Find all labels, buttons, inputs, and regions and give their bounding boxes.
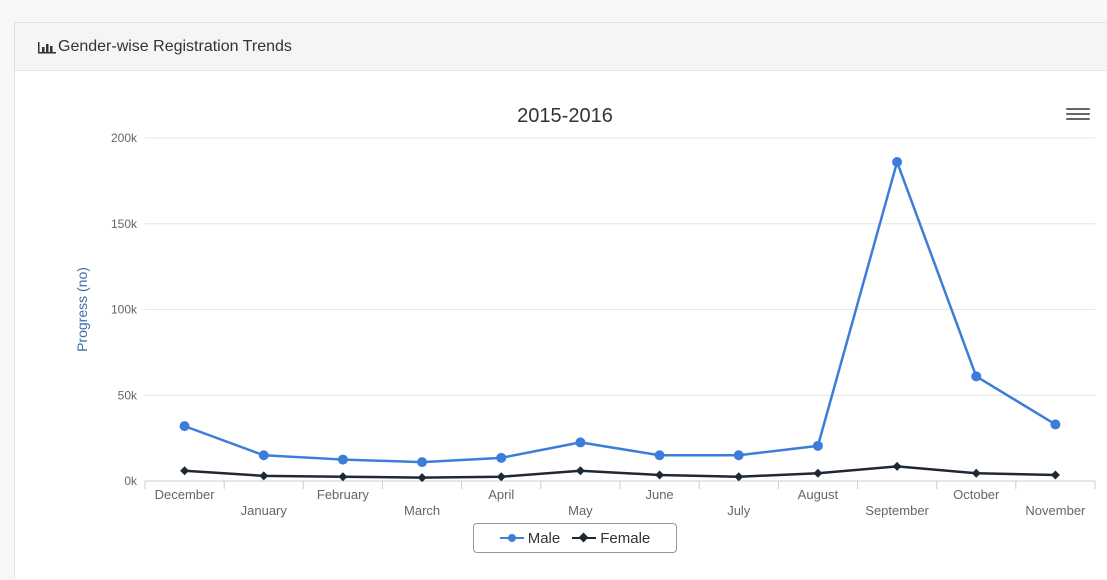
x-tick-label: October <box>953 487 1000 502</box>
y-tick-label: 200k <box>111 131 138 145</box>
data-point-female <box>259 471 269 481</box>
chart-area: 2015-2016 0k 50k 100k 150k 200k December Januar… <box>15 72 1107 580</box>
panel-header: Gender-wise Registration Trends <box>15 23 1107 71</box>
x-tick-label: March <box>404 503 440 518</box>
chart-panel: Gender-wise Registration Trends 2015-201… <box>14 22 1107 579</box>
y-tick-label: 50k <box>118 388 138 402</box>
data-point-male <box>1050 419 1061 430</box>
series-line-female <box>184 465 1056 479</box>
bar-chart-icon <box>37 40 57 54</box>
data-point-female <box>971 468 981 478</box>
x-tick-label: February <box>317 487 370 502</box>
legend-item-male[interactable]: Male <box>499 529 561 547</box>
x-tick-label: November <box>1025 503 1086 518</box>
data-point-male <box>417 457 428 468</box>
y-tick-label: 0k <box>124 474 138 488</box>
data-point-male <box>496 452 507 463</box>
chart-title: 2015-2016 <box>517 105 613 127</box>
chart-legend: Male Female <box>473 523 677 553</box>
y-axis-label: Progress (no) <box>74 267 90 352</box>
female-series-swatch <box>572 532 597 544</box>
data-point-female <box>655 470 665 480</box>
legend-label-male: Male <box>527 529 561 547</box>
x-tick-label: August <box>798 487 839 502</box>
data-point-male <box>812 440 823 451</box>
x-tick-label: June <box>645 487 673 502</box>
data-point-female <box>180 466 190 476</box>
data-point-female <box>338 472 348 482</box>
x-tick-label: April <box>488 487 514 502</box>
hamburger-menu-icon[interactable] <box>1066 108 1090 126</box>
x-tick-label: July <box>727 503 751 518</box>
legend-label-female: Female <box>600 529 651 547</box>
data-point-female <box>417 473 427 483</box>
data-point-male <box>258 450 269 461</box>
data-point-female <box>734 472 744 482</box>
data-point-female <box>813 468 823 478</box>
data-point-male <box>892 157 903 168</box>
panel-title: Gender-wise Registration Trends <box>58 37 292 55</box>
y-tick-label: 150k <box>111 217 138 231</box>
data-point-female <box>1050 470 1060 480</box>
legend-item-female[interactable]: Female <box>572 530 650 547</box>
data-point-male <box>337 454 348 465</box>
data-point-female <box>892 461 902 471</box>
data-point-male <box>654 450 665 461</box>
data-point-male <box>733 450 744 461</box>
data-point-male <box>575 437 586 448</box>
series-line-male <box>184 160 1057 464</box>
data-point-female <box>496 472 506 482</box>
data-point-male <box>971 371 982 382</box>
x-tick-label: May <box>568 503 593 518</box>
y-tick-label: 100k <box>111 303 138 317</box>
data-point-female <box>575 466 585 476</box>
male-series-swatch <box>499 532 524 544</box>
data-point-male <box>179 421 190 432</box>
x-tick-label: September <box>865 503 929 518</box>
x-tick-label: December <box>155 487 216 502</box>
line-chart: 2015-2016 0k 50k 100k 150k 200k December Januar… <box>74 105 1096 518</box>
x-tick-label: January <box>241 503 288 518</box>
